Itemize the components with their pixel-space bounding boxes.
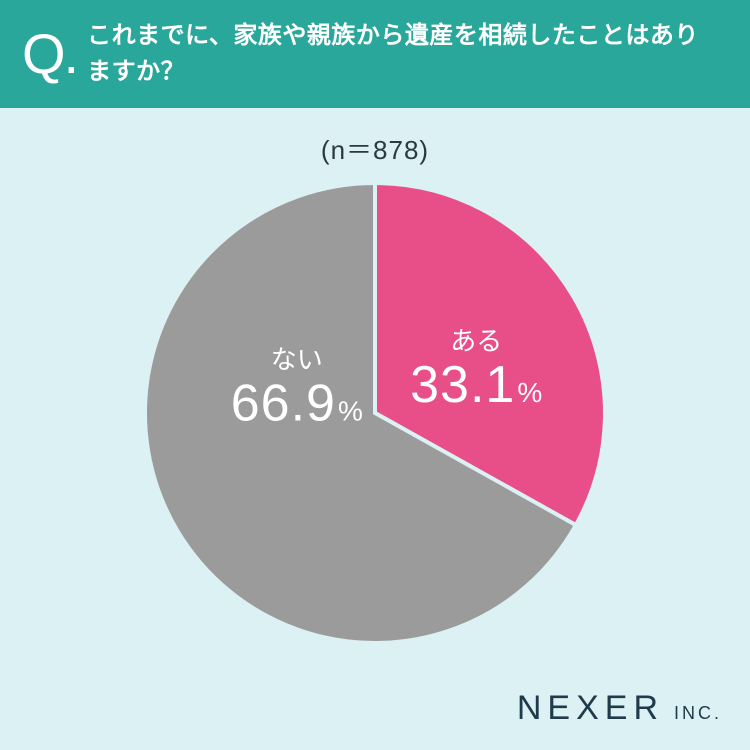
brand-sub: INC. <box>674 703 722 724</box>
pie-chart-container: ある33.1%ない66.9% <box>0 183 750 643</box>
canvas: Q. これまでに、家族や親族から遺産を相続したことはありますか？ (n＝878)… <box>0 0 750 750</box>
question-text: これまでに、家族や親族から遺産を相続したことはありますか？ <box>87 18 720 90</box>
slice-name: ない <box>271 345 323 375</box>
slice-name: ある <box>450 326 502 356</box>
pie-chart: ある33.1%ない66.9% <box>145 183 605 643</box>
footer-brand: NEXER INC. <box>517 689 722 728</box>
brand-main: NEXER <box>517 689 664 728</box>
sample-size-label: (n＝878) <box>0 130 750 167</box>
q-mark: Q. <box>22 26 77 82</box>
question-header: Q. これまでに、家族や親族から遺産を相続したことはありますか？ <box>0 0 750 108</box>
